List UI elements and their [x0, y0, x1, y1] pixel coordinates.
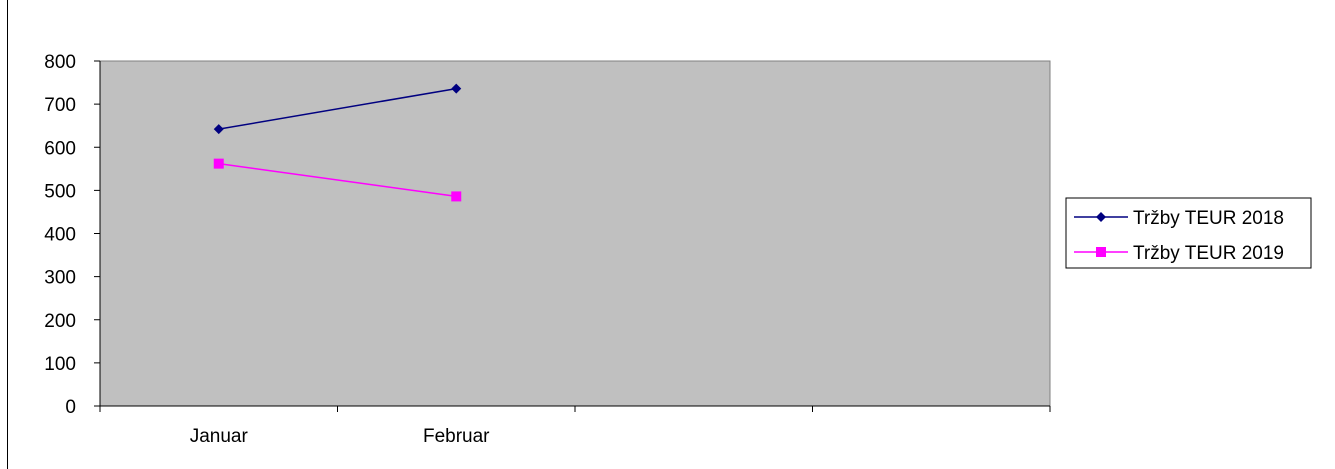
plot-area: [99, 60, 1051, 407]
data-point: [213, 158, 224, 169]
series-line: [218, 162, 457, 198]
y-tick-label: 700: [44, 95, 76, 116]
y-tick-label: 300: [44, 268, 76, 289]
y-tick-label: 600: [44, 138, 76, 159]
series-layer: [213, 83, 462, 202]
x-tick-label: Januar: [190, 426, 249, 447]
data-point: [451, 191, 462, 202]
legend-item: Tržby TEUR 2019: [1074, 243, 1284, 264]
legend-marker: [1096, 212, 1106, 222]
legend-box: [1065, 197, 1312, 269]
legend-item: Tržby TEUR 2018: [1074, 208, 1284, 229]
y-tick-label: 500: [44, 181, 76, 202]
data-point: [213, 124, 224, 135]
series-2: [213, 158, 462, 202]
y-tick-label: 200: [44, 311, 76, 332]
y-tick-label: 100: [44, 354, 76, 375]
legend: Tržby TEUR 2018 Tržby TEUR 2019: [1065, 197, 1312, 269]
series-line: [218, 87, 457, 130]
y-tick-label: 800: [44, 52, 76, 73]
series-1: [213, 83, 462, 135]
data-point: [451, 83, 462, 94]
axes: 0 100 200 300 400 500 600 700 800 Januar Februar: [44, 52, 1051, 447]
x-tick-label: Februar: [423, 426, 490, 447]
legend-marker: [1096, 247, 1106, 257]
legend-label: Tržby TEUR 2019: [1133, 243, 1284, 264]
y-tick-label: 400: [44, 225, 76, 246]
legend-label: Tržby TEUR 2018: [1133, 208, 1284, 229]
y-tick-label: 0: [65, 397, 76, 418]
